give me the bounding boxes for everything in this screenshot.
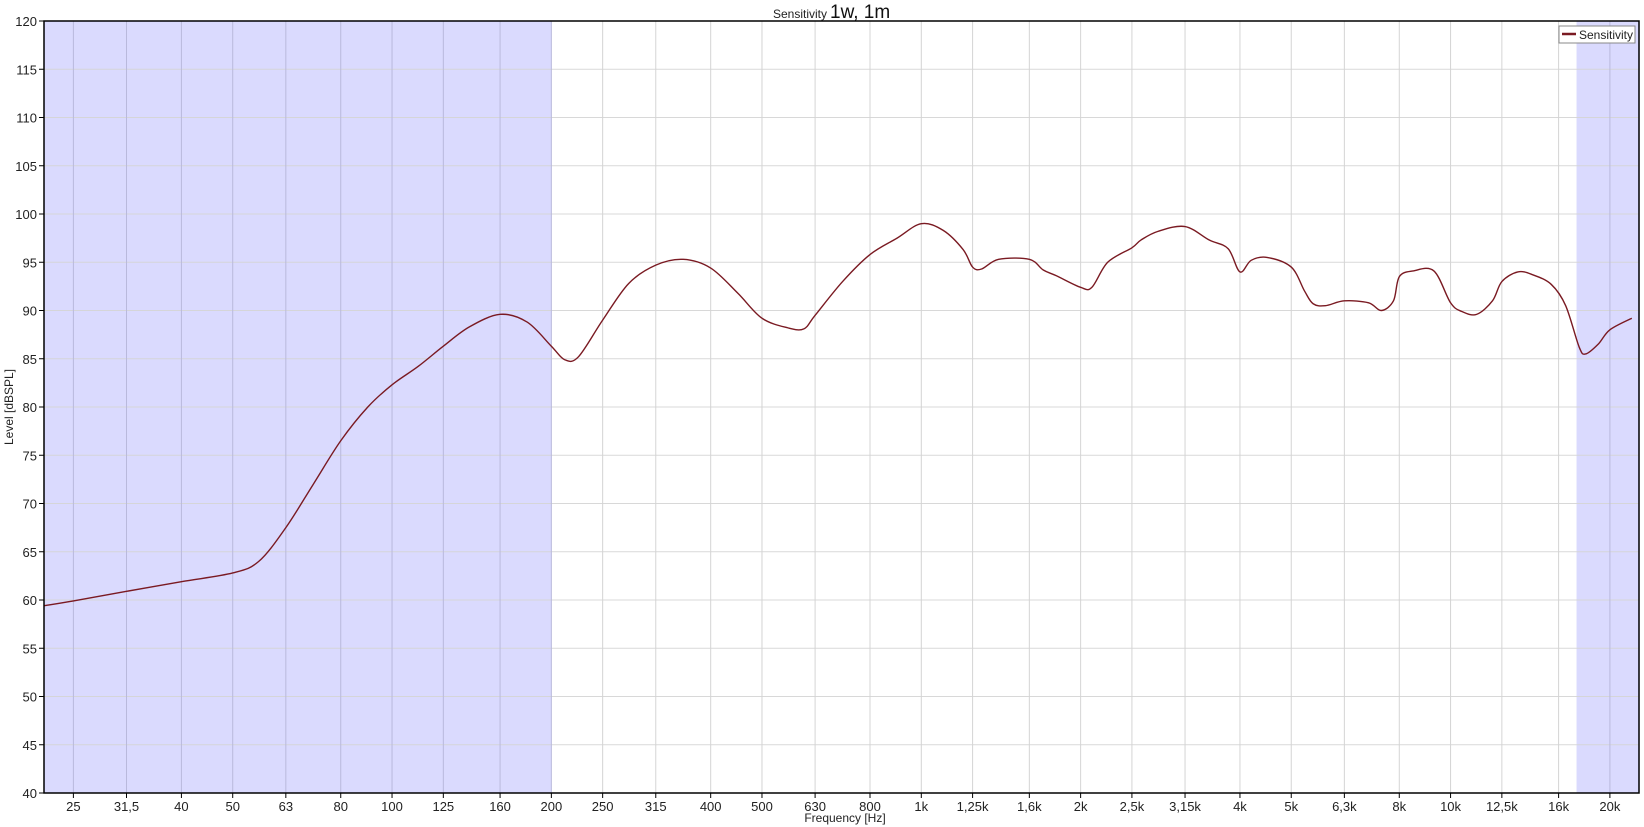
x-tick-label: 200 [541, 799, 563, 814]
x-tick-label: 8k [1392, 799, 1406, 814]
y-tick-label: 100 [15, 207, 37, 222]
x-tick-label: 1k [914, 799, 928, 814]
y-tick-label: 45 [23, 738, 37, 753]
y-tick-label: 65 [23, 545, 37, 560]
x-tick-label: 160 [489, 799, 511, 814]
x-tick-label: 10k [1440, 799, 1461, 814]
x-tick-label: 25 [66, 799, 80, 814]
y-tick-label: 85 [23, 352, 37, 367]
y-tick-label: 95 [23, 255, 37, 270]
y-tick-label: 105 [15, 159, 37, 174]
legend: Sensitivity [1558, 25, 1636, 44]
x-tick-label: 2k [1074, 799, 1088, 814]
x-tick-label: 50 [225, 799, 239, 814]
x-tick-label: 3,15k [1169, 799, 1201, 814]
x-tick-label: 5k [1284, 799, 1298, 814]
y-tick-label: 60 [23, 593, 37, 608]
series-line-sensitivity [43, 222, 1633, 607]
y-axis-label: Level [dBSPL] [2, 369, 16, 445]
x-tick-label: 315 [645, 799, 667, 814]
y-tick-label: 110 [16, 111, 37, 126]
x-tick-label: 1,25k [957, 799, 989, 814]
x-tick-label: 12,5k [1486, 799, 1518, 814]
x-tick-label: 800 [859, 799, 881, 814]
x-tick-label: 250 [592, 799, 614, 814]
x-tick-label: 6,3k [1332, 799, 1357, 814]
chart-title-large: 1w, 1m [830, 2, 890, 23]
x-tick-label: 40 [174, 799, 188, 814]
y-tick-label: 115 [16, 62, 37, 77]
y-tick-label: 55 [23, 641, 37, 656]
x-tick-label: 1,6k [1017, 799, 1042, 814]
x-tick-label: 125 [432, 799, 454, 814]
x-tick-label: 63 [279, 799, 293, 814]
chart-title-small: Sensitivity [773, 7, 827, 21]
y-tick-label: 90 [23, 304, 37, 319]
x-tick-label: 2,5k [1120, 799, 1145, 814]
legend-label: Sensitivity [1579, 28, 1633, 42]
x-tick-label: 100 [381, 799, 403, 814]
y-tick-label: 40 [23, 786, 37, 801]
x-tick-label: 4k [1233, 799, 1247, 814]
x-tick-label: 31,5 [114, 799, 139, 814]
x-tick-label: 400 [700, 799, 722, 814]
x-tick-label: 500 [751, 799, 773, 814]
y-tick-label: 80 [23, 400, 37, 415]
legend-box [1558, 25, 1636, 44]
x-tick-label: 80 [334, 799, 348, 814]
x-tick-label: 16k [1548, 799, 1569, 814]
x-tick-label: 20k [1599, 799, 1620, 814]
y-tick-label: 50 [23, 690, 37, 705]
x-tick-label: 630 [804, 799, 826, 814]
y-tick-label: 70 [23, 497, 37, 512]
x-axis-label: Frequency [Hz] [804, 811, 885, 825]
y-tick-label: 120 [15, 14, 37, 29]
y-tick-label: 75 [23, 448, 37, 463]
